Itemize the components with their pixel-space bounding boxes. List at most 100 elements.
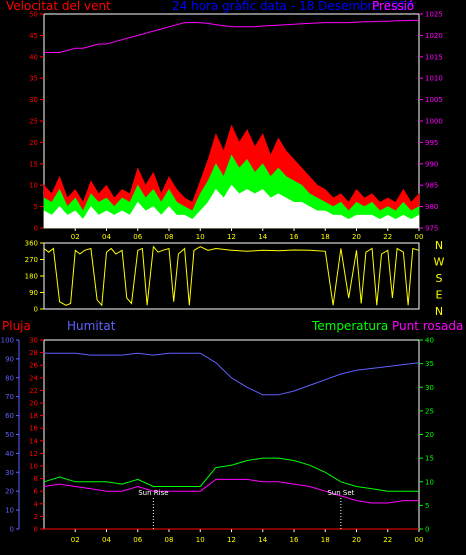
climate-x-tick-label: 00 <box>415 536 424 544</box>
humidity-tick-label: 80 <box>5 374 14 382</box>
humidity-tick-label: 100 <box>1 337 14 345</box>
rain-tick-label: 22 <box>29 387 38 395</box>
rain-tick-label: 24 <box>29 374 38 382</box>
pressure-tick-label: 1010 <box>425 75 443 83</box>
wind-x-tick-label: 22 <box>383 233 392 241</box>
dewpoint-series <box>43 478 419 504</box>
pressure-axis-label: Pressió <box>372 0 414 13</box>
rain-tick-label: 0 <box>34 526 38 534</box>
pressure-tick-label: 1005 <box>425 96 443 104</box>
rain-tick-label: 16 <box>29 425 38 433</box>
humidity-tick-label: 90 <box>5 355 14 363</box>
climate-x-tick-label: 14 <box>258 536 267 544</box>
rain-tick-label: 12 <box>29 450 38 458</box>
wind-left-tick-label: 20 <box>29 139 38 147</box>
climate-x-tick-label: 12 <box>227 536 236 544</box>
climate-x-tick-label: 06 <box>133 536 142 544</box>
rain-tick-label: 20 <box>29 400 38 408</box>
wind-x-tick-label: 18 <box>321 233 330 241</box>
pressure-tick-label: 975 <box>425 225 438 233</box>
compass-label: S <box>436 272 443 285</box>
wind-x-tick-label: 14 <box>258 233 267 241</box>
climate-panel: 0102030405060708090100024681012141618202… <box>1 337 434 545</box>
chart-title: 24 hora gràfic data - 18 Desembre 2018 <box>172 0 414 13</box>
compass-label: N <box>435 305 443 318</box>
wind-x-tick-label: 00 <box>415 233 424 241</box>
rain-tick-label: 30 <box>29 337 38 345</box>
humidity-tick-label: 70 <box>5 393 14 401</box>
wind-left-tick-label: 25 <box>29 118 38 126</box>
climate-x-tick-label: 04 <box>102 536 111 544</box>
wind-x-tick-label: 02 <box>71 233 80 241</box>
humidity-tick-label: 50 <box>5 431 14 439</box>
wind-left-tick-label: 35 <box>29 75 38 83</box>
rain-tick-label: 2 <box>34 513 38 521</box>
wind-axis-label: Velocitat del vent <box>6 0 111 13</box>
humidity-tick-label: 40 <box>5 450 14 458</box>
wind-average-series <box>43 184 420 229</box>
pressure-tick-label: 1015 <box>425 53 443 61</box>
temperature-tick-label: 30 <box>425 384 434 392</box>
wind-panel: 0510152025303540455097598098599099510001… <box>29 11 443 242</box>
direction-series <box>43 245 420 307</box>
compass-label: W <box>434 256 445 269</box>
direction-tick-label: 0 <box>34 306 38 314</box>
wind-left-tick-label: 45 <box>29 32 38 40</box>
pressure-tick-label: 980 <box>425 203 438 211</box>
temperature-tick-label: 40 <box>425 337 434 345</box>
humidity-tick-label: 0 <box>10 526 14 534</box>
compass-label: N <box>435 239 443 252</box>
climate-x-tick-label: 10 <box>196 536 205 544</box>
pressure-tick-label: 1020 <box>425 32 443 40</box>
rain-tick-label: 14 <box>29 437 38 445</box>
sun-set-label: Sun Set <box>327 489 354 497</box>
direction-tick-label: 360 <box>25 240 38 248</box>
dewpoint-label: Punt rosada <box>392 319 463 333</box>
temperature-tick-label: 5 <box>425 502 429 510</box>
climate-x-tick-label: 16 <box>290 536 299 544</box>
temperature-tick-label: 15 <box>425 455 434 463</box>
wind-left-tick-label: 40 <box>29 53 38 61</box>
humidity-series <box>44 352 420 396</box>
wind-x-tick-label: 06 <box>133 233 142 241</box>
wind-x-tick-label: 20 <box>352 233 361 241</box>
wind-left-tick-label: 15 <box>29 160 38 168</box>
humidity-tick-label: 10 <box>5 507 14 515</box>
pressure-tick-label: 990 <box>425 160 438 168</box>
direction-tick-label: 90 <box>29 289 38 297</box>
rain-tick-label: 6 <box>34 488 39 496</box>
sun-rise-label: Sun Rise <box>138 489 168 497</box>
pressure-tick-label: 995 <box>425 139 438 147</box>
humidity-tick-label: 30 <box>5 469 14 477</box>
wind-x-tick-label: 08 <box>165 233 174 241</box>
wind-left-tick-label: 5 <box>34 203 38 211</box>
wind-left-tick-label: 10 <box>29 182 38 190</box>
pressure-tick-label: 1000 <box>425 118 443 126</box>
wind-x-tick-label: 10 <box>196 233 205 241</box>
climate-x-tick-label: 08 <box>165 536 174 544</box>
pressure-tick-label: 985 <box>425 182 438 190</box>
rain-tick-label: 8 <box>34 475 38 483</box>
pressure-series <box>44 19 419 53</box>
wind-x-tick-label: 16 <box>290 233 299 241</box>
rain-tick-label: 4 <box>34 500 39 508</box>
wind-left-tick-label: 0 <box>34 225 38 233</box>
rain-tick-label: 18 <box>29 412 38 420</box>
rain-axis-label: Pluja <box>2 319 31 333</box>
rain-tick-label: 26 <box>29 362 38 370</box>
direction-tick-label: 180 <box>25 273 38 281</box>
humidity-tick-label: 60 <box>5 412 14 420</box>
climate-x-tick-label: 02 <box>71 536 80 544</box>
humidity-tick-label: 20 <box>5 488 14 496</box>
temperature-tick-label: 35 <box>425 360 434 368</box>
compass-label: E <box>436 289 443 302</box>
wind-left-tick-label: 50 <box>29 11 38 19</box>
rain-tick-label: 10 <box>29 463 38 471</box>
pressure-tick-label: 1025 <box>425 11 443 19</box>
temperature-series <box>43 457 419 492</box>
temperature-tick-label: 10 <box>425 478 434 486</box>
temperature-tick-label: 0 <box>425 526 429 534</box>
wind-x-tick-label: 04 <box>102 233 111 241</box>
